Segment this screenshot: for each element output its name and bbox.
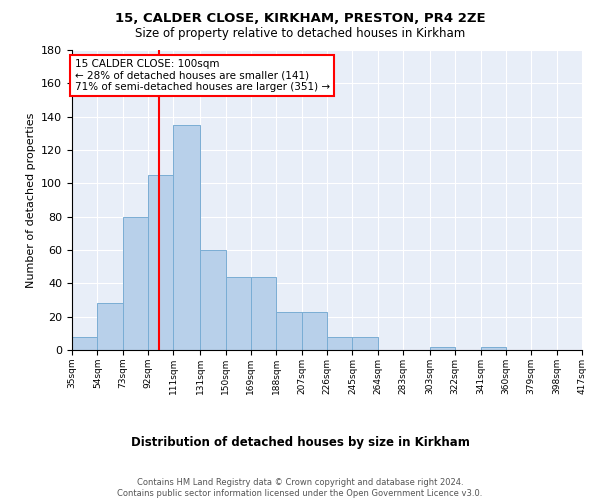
Text: 15 CALDER CLOSE: 100sqm
← 28% of detached houses are smaller (141)
71% of semi-d: 15 CALDER CLOSE: 100sqm ← 28% of detache…: [74, 59, 329, 92]
Bar: [582, 346, 600, 350]
Text: Contains HM Land Registry data © Crown copyright and database right 2024.
Contai: Contains HM Land Registry data © Crown c…: [118, 478, 482, 498]
Bar: [481, 346, 506, 350]
Bar: [251, 276, 276, 350]
Bar: [200, 250, 226, 350]
Bar: [226, 276, 251, 350]
Bar: [148, 175, 173, 350]
Bar: [72, 336, 97, 350]
Bar: [302, 312, 327, 350]
Bar: [173, 125, 200, 350]
Bar: [430, 346, 455, 350]
Bar: [276, 312, 302, 350]
Bar: [352, 336, 378, 350]
Bar: [97, 304, 123, 350]
Y-axis label: Number of detached properties: Number of detached properties: [26, 112, 35, 288]
Text: Size of property relative to detached houses in Kirkham: Size of property relative to detached ho…: [135, 28, 465, 40]
Text: 15, CALDER CLOSE, KIRKHAM, PRESTON, PR4 2ZE: 15, CALDER CLOSE, KIRKHAM, PRESTON, PR4 …: [115, 12, 485, 26]
Text: Distribution of detached houses by size in Kirkham: Distribution of detached houses by size …: [131, 436, 469, 449]
Bar: [327, 336, 352, 350]
Bar: [123, 216, 148, 350]
